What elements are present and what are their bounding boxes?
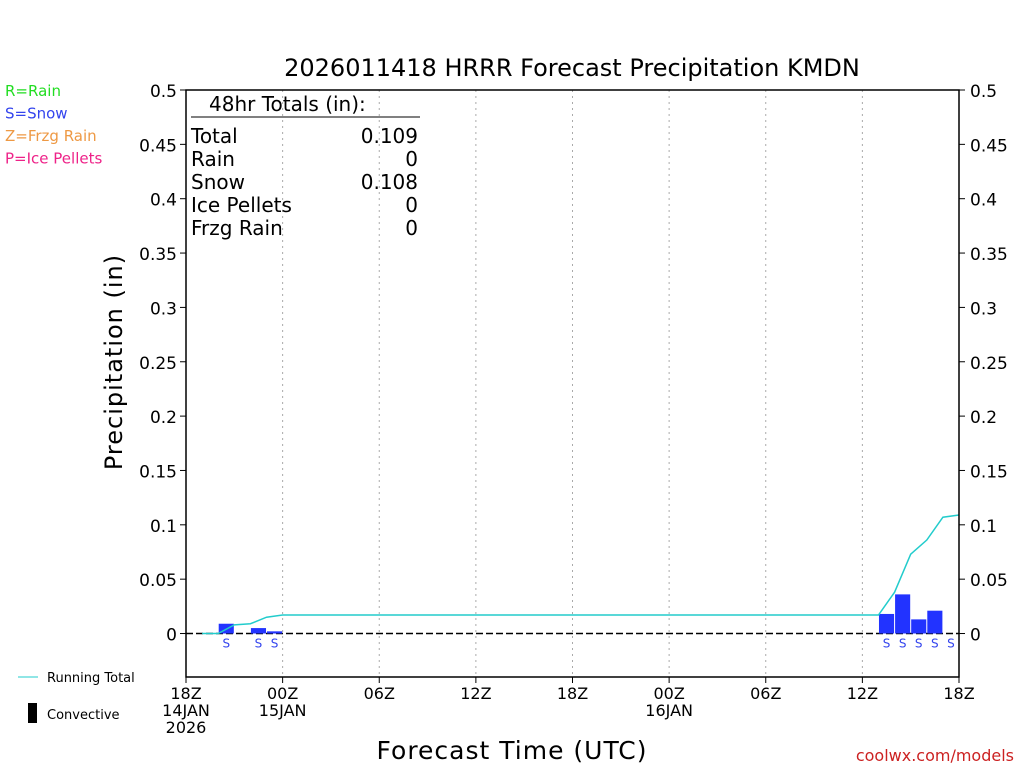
- convective-legend-swatch: [28, 703, 37, 723]
- x-tick-label: 06Z: [750, 684, 781, 703]
- y-tick-label-right: 0.2: [970, 408, 997, 428]
- totals-row-label: Ice Pellets: [191, 193, 292, 217]
- precip-bar: [911, 619, 927, 634]
- chart-title: 2026011418 HRRR Forecast Precipitation K…: [284, 54, 860, 82]
- precip-type-letter: S: [883, 637, 891, 651]
- plot-area: S S S S S S S S0 00.05 0.050.1 0.10.15 0.150.2 0.20.…: [139, 82, 1008, 737]
- line-legend: Running Total Convective: [18, 671, 135, 723]
- totals-row-label: Frzg Rain: [191, 216, 283, 240]
- x-tick-label: 18Z: [943, 684, 974, 703]
- y-tick-label-left: 0: [166, 626, 177, 646]
- credit-text: coolwx.com/models: [856, 746, 1014, 765]
- precip-type-letter: S: [271, 637, 279, 651]
- y-tick-label-right: 0.05: [970, 571, 1008, 591]
- x-tick-label: 00Z: [267, 684, 298, 703]
- y-tick-label-left: 0.2: [150, 408, 177, 428]
- x-tick-label: 18Z: [557, 684, 588, 703]
- x-tick-label: 2026: [166, 718, 207, 737]
- x-tick-label: 16JAN: [645, 701, 693, 720]
- y-tick-label-left: 0.05: [139, 571, 177, 591]
- totals-row-label: Rain: [191, 147, 235, 171]
- x-tick-label: 15JAN: [259, 701, 307, 720]
- y-tick-label-left: 0.1: [150, 517, 177, 537]
- precip-type-letter: S: [255, 637, 263, 651]
- precip-bar: [250, 628, 267, 634]
- x-tick-label: 12Z: [460, 684, 491, 703]
- y-tick-label-right: 0.15: [970, 462, 1008, 482]
- totals-box: 48hr Totals (in): Total 0.109 Rain 0 Snow 0.1…: [190, 92, 420, 240]
- totals-row-value: 0: [405, 147, 418, 171]
- y-tick-label-right: 0.3: [970, 299, 997, 319]
- y-axis-label: Precipitation (in): [100, 254, 128, 470]
- precip-bar: [927, 610, 943, 634]
- totals-row-label: Total: [190, 124, 238, 148]
- precip-type-legend: R=Rain S=Snow Z=Frzg Rain P=Ice Pellets: [5, 82, 102, 168]
- y-tick-label-right: 0.35: [970, 245, 1008, 265]
- precip-type-letter: S: [899, 637, 907, 651]
- convective-legend-label: Convective: [47, 708, 120, 723]
- totals-row-value: 0.108: [361, 170, 418, 194]
- precip-type-letter: S: [222, 637, 230, 651]
- totals-row-value: 0.109: [361, 124, 418, 148]
- totals-row-value: 0: [405, 193, 418, 217]
- type-legend-entry: R=Rain: [5, 82, 61, 100]
- type-legend-entry: S=Snow: [5, 105, 68, 123]
- precip-bar: [267, 631, 283, 634]
- y-tick-label-right: 0: [970, 626, 981, 646]
- totals-heading: 48hr Totals (in):: [209, 92, 366, 116]
- y-tick-label-right: 0.5: [970, 82, 997, 102]
- precip-bar: [895, 594, 911, 634]
- y-tick-label-right: 0.1: [970, 517, 997, 537]
- x-axis-label: Forecast Time (UTC): [377, 736, 648, 765]
- y-tick-label-left: 0.5: [150, 82, 177, 102]
- y-tick-label-right: 0.25: [970, 354, 1008, 374]
- precip-type-letter: S: [947, 637, 955, 651]
- totals-row-label: Snow: [191, 170, 245, 194]
- y-tick-label-left: 0.25: [139, 354, 177, 374]
- y-tick-label-left: 0.3: [150, 299, 177, 319]
- x-tick-label: 00Z: [653, 684, 684, 703]
- type-legend-entry: Z=Frzg Rain: [5, 127, 97, 145]
- y-tick-label-right: 0.45: [970, 136, 1008, 156]
- y-tick-label-left: 0.15: [139, 462, 177, 482]
- x-tick-label: 18Z: [170, 684, 201, 703]
- y-tick-label-left: 0.45: [139, 136, 177, 156]
- x-tick-label: 14JAN: [162, 701, 210, 720]
- precip-type-letter: S: [915, 637, 923, 651]
- running-total-legend-label: Running Total: [47, 671, 135, 686]
- y-tick-label-right: 0.4: [970, 191, 997, 211]
- x-tick-label: 12Z: [847, 684, 878, 703]
- totals-row-value: 0: [405, 216, 418, 240]
- x-tick-label: 06Z: [364, 684, 395, 703]
- precip-bar: [878, 613, 895, 634]
- y-tick-label-left: 0.4: [150, 191, 177, 211]
- precip-type-letter: S: [931, 637, 939, 651]
- y-tick-label-left: 0.35: [139, 245, 177, 265]
- running-total-line: [202, 514, 960, 635]
- type-legend-entry: P=Ice Pellets: [5, 150, 102, 168]
